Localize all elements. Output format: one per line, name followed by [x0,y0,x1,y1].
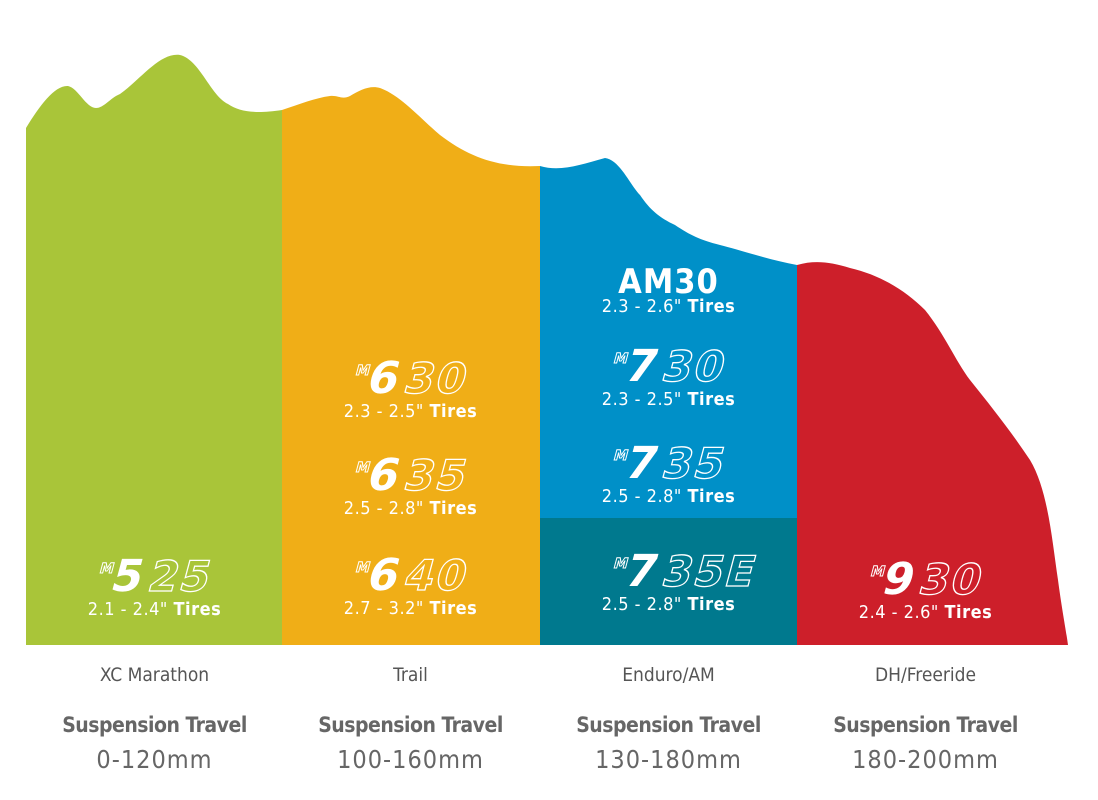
travel-label-enduro: Suspension Travel [576,713,761,737]
product-0-0: M 5 25 2.1 - 2.4" Tires [26,550,283,620]
am30-tires: 2.3 - 2.6" Tires [601,296,736,317]
xc-region [26,54,282,646]
svg-text:M: M [354,560,372,576]
am30-product: AM30 2.3 - 2.6" Tires [540,262,797,317]
product-1-2: M 6 40 2.7 - 3.2" Tires [282,549,539,619]
svg-text:7: 7 [620,440,665,484]
tire-size: 2.7 - 3.2" Tires [343,598,478,619]
svg-text:9: 9 [877,556,922,600]
category-xc: XC Marathon [99,664,210,686]
travel-enduro: 130-180mm [595,745,742,774]
enduro-region [540,158,797,518]
tire-size: 2.4 - 2.6" Tires [858,602,993,623]
trail-region [282,87,540,645]
svg-text:M: M [612,448,630,464]
tire-size: 2.3 - 2.5" Tires [343,401,478,422]
tire-size: 2.3 - 2.5" Tires [601,389,736,410]
svg-text:7: 7 [620,548,665,592]
svg-text:6: 6 [362,452,407,496]
svg-text:35: 35 [657,440,733,484]
svg-text:M: M [869,564,887,580]
svg-text:M: M [612,351,630,367]
tire-size: 2.1 - 2.4" Tires [87,599,222,620]
travel-label-trail: Suspension Travel [318,713,503,737]
am30-name: AM30 [618,262,719,302]
product-2-2: M 7 35E 2.5 - 2.8" Tires [540,545,797,615]
travel-dh: 180-200mm [852,745,999,774]
svg-text:6: 6 [362,355,407,399]
svg-text:M: M [354,363,372,379]
travel-xc: 0-120mm [96,745,213,774]
svg-text:5: 5 [106,553,151,597]
tire-size: 2.5 - 2.8" Tires [601,486,736,507]
enduro-e-region [540,518,797,645]
category-trail: Trail [393,664,428,686]
category-dh: DH/Freeride [874,664,977,686]
product-1-0: M 6 30 2.3 - 2.5" Tires [282,352,539,422]
svg-text:M: M [354,460,372,476]
svg-text:6: 6 [362,552,407,596]
svg-text:40: 40 [399,552,475,596]
svg-text:M: M [98,561,116,577]
tire-size: 2.5 - 2.8" Tires [343,498,478,519]
product-2-0: M 7 30 2.3 - 2.5" Tires [540,340,797,410]
svg-text:7: 7 [620,343,665,387]
travel-label-dh: Suspension Travel [833,713,1018,737]
svg-text:35E: 35E [657,548,763,592]
svg-text:35: 35 [399,452,475,496]
svg-text:25: 25 [143,553,219,597]
category-enduro: Enduro/AM [622,664,715,686]
svg-text:30: 30 [914,556,990,600]
product-2-1: M 7 35 2.5 - 2.8" Tires [540,437,797,507]
product-1-1: M 6 35 2.5 - 2.8" Tires [282,449,539,519]
svg-text:30: 30 [399,355,475,399]
product-3-0: M 9 30 2.4 - 2.6" Tires [797,553,1054,623]
svg-text:M: M [612,556,630,572]
svg-text:30: 30 [657,343,733,387]
tire-size: 2.5 - 2.8" Tires [601,594,736,615]
travel-label-xc: Suspension Travel [62,713,247,737]
travel-trail: 100-160mm [337,745,484,774]
dh-region [797,262,1068,645]
